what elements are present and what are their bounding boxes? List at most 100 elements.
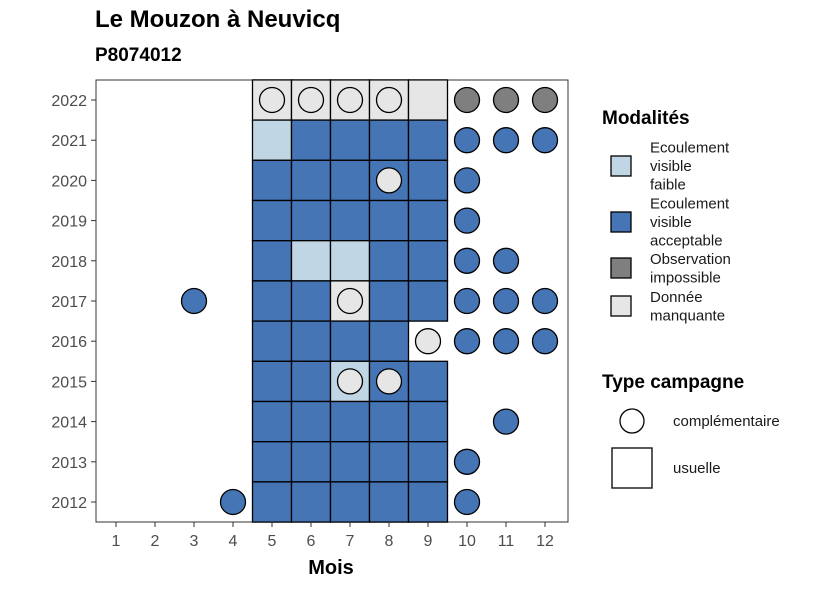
cell-2022-9 (407, 79, 449, 121)
x-tick-label-10: 10 (458, 533, 476, 550)
x-axis-title: Mois (308, 557, 354, 579)
cell-2018-8 (368, 240, 410, 282)
point-2021-11 (492, 127, 520, 154)
legend-key-complementaire (619, 408, 645, 434)
legend-label-usuelle: usuelle (673, 460, 721, 477)
y-tick-label-2014: 2014 (51, 415, 87, 432)
y-tick-label-2022: 2022 (51, 93, 87, 110)
cell-2014-8 (368, 400, 410, 443)
y-tick-label-2020: 2020 (51, 173, 87, 190)
legend-label-ecoulement-visible-acceptable: Ecoulement visible acceptable (650, 196, 730, 250)
point-2015-7 (336, 368, 364, 395)
point-2015-8 (375, 368, 403, 395)
y-tick-label-2017: 2017 (51, 294, 87, 311)
legend-key-usuelle (611, 447, 653, 489)
point-2017-7 (336, 287, 364, 315)
point-2018-10 (453, 247, 481, 274)
point-2016-9 (414, 328, 442, 355)
point-2013-10 (453, 448, 481, 475)
point-2020-8 (375, 167, 403, 194)
cell-2019-8 (368, 199, 410, 242)
x-tick-label-1: 1 (112, 533, 121, 550)
cell-2020-9 (407, 159, 449, 202)
cell-2020-6 (290, 159, 332, 202)
legend-layer: Modalités Ecoulement visible faibleEcouleme… (602, 108, 780, 489)
cell-2016-8 (368, 320, 410, 362)
x-tick-label-9: 9 (424, 533, 433, 550)
point-2017-10 (453, 287, 481, 315)
cell-2013-8 (368, 441, 410, 483)
point-2022-11 (492, 86, 520, 114)
cell-2017-6 (290, 280, 332, 322)
x-tick-label-12: 12 (536, 533, 554, 550)
cell-2016-7 (329, 320, 371, 362)
cell-2021-6 (290, 119, 332, 161)
legend-label-observation-impossible: Observation impossible (650, 251, 731, 287)
points-layer (180, 86, 559, 516)
point-2020-10 (453, 167, 481, 194)
point-2017-3 (180, 287, 208, 315)
cell-2021-5 (251, 119, 293, 161)
point-2022-7 (336, 86, 364, 114)
point-2012-4 (219, 488, 247, 516)
cell-2019-9 (407, 199, 449, 242)
y-tick-label-2019: 2019 (51, 214, 87, 231)
x-tick-label-2: 2 (151, 533, 160, 550)
legend-label-complementaire: complémentaire (673, 413, 780, 430)
cell-2019-6 (290, 199, 332, 242)
legend-key-donnee-manquante (610, 295, 632, 317)
point-2022-12 (531, 86, 559, 114)
point-2022-6 (297, 86, 325, 114)
legend-key-ecoulement-visible-faible (610, 155, 632, 177)
x-tick-label-6: 6 (307, 533, 316, 550)
legend-key-observation-impossible (610, 257, 632, 279)
cell-2021-8 (368, 119, 410, 161)
point-2014-11 (492, 408, 520, 435)
y-tick-label-2016: 2016 (51, 334, 87, 351)
cell-2017-8 (368, 280, 410, 322)
cell-2020-7 (329, 159, 371, 202)
y-tick-label-2018: 2018 (51, 254, 87, 271)
cells-layer (251, 79, 449, 523)
point-2018-11 (492, 247, 520, 274)
cell-2012-5 (251, 481, 293, 523)
axes-layer: 1 2 3 4 5 6 7 8 9 10 11 122012201320142015201620172… (51, 93, 554, 550)
legend-title-type-campagne: Type campagne (602, 372, 744, 393)
y-tick-label-2021: 2021 (51, 133, 87, 150)
cell-2012-9 (407, 481, 449, 523)
x-tick-label-3: 3 (190, 533, 199, 550)
x-tick-label-8: 8 (385, 533, 394, 550)
point-2021-12 (531, 127, 559, 154)
x-tick-label-5: 5 (268, 533, 277, 550)
cell-2014-6 (290, 400, 332, 443)
point-2017-12 (531, 287, 559, 315)
cell-2013-9 (407, 441, 449, 483)
cell-2015-5 (251, 360, 293, 403)
cell-2021-9 (407, 119, 449, 161)
cell-2012-7 (329, 481, 371, 523)
point-2016-12 (531, 328, 559, 355)
cell-2016-5 (251, 320, 293, 362)
cell-2018-7 (329, 240, 371, 282)
cell-2015-9 (407, 360, 449, 403)
cell-2021-7 (329, 119, 371, 161)
y-tick-label-2013: 2013 (51, 455, 87, 472)
cell-2017-5 (251, 280, 293, 322)
cell-2012-8 (368, 481, 410, 523)
cell-2018-6 (290, 240, 332, 282)
x-tick-label-4: 4 (229, 533, 238, 550)
cell-2013-5 (251, 441, 293, 483)
point-2021-10 (453, 127, 481, 154)
y-tick-label-2015: 2015 (51, 374, 87, 391)
legend-key-ecoulement-visible-acceptable (610, 211, 632, 233)
cell-2014-7 (329, 400, 371, 443)
cell-2015-6 (290, 360, 332, 403)
cell-2018-9 (407, 240, 449, 282)
cell-2013-6 (290, 441, 332, 483)
point-2017-11 (492, 287, 520, 315)
cell-2019-5 (251, 199, 293, 242)
point-2022-5 (258, 86, 286, 114)
legend-label-donnee-manquante: Donnée manquante (650, 289, 725, 325)
cell-2012-6 (290, 481, 332, 523)
